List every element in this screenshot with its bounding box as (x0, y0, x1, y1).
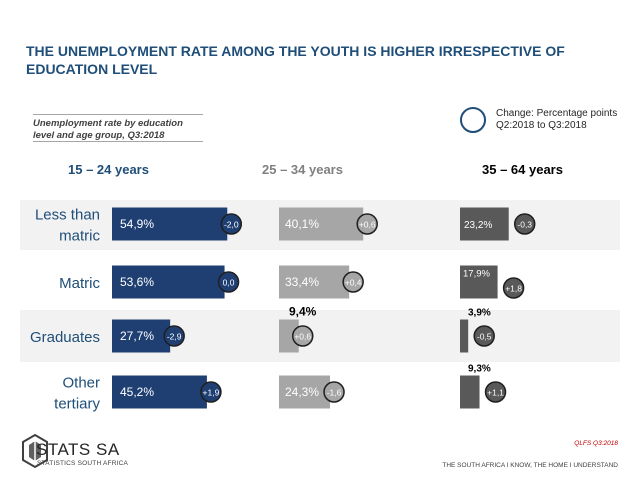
logo-name: STATS SA (36, 440, 120, 459)
change-circle (473, 325, 495, 347)
value-label: 17,9% (463, 269, 490, 280)
bar (279, 265, 350, 299)
value-label: 33,4% (285, 275, 319, 289)
bar (460, 265, 498, 299)
change-label: +1,1 (487, 388, 504, 398)
change-label: +0,4 (345, 278, 362, 288)
group-header-35-64: 35 – 64 years (482, 162, 563, 177)
bar (112, 375, 207, 409)
group-header-15-24: 15 – 24 years (68, 162, 149, 177)
value-label: 40,1% (285, 217, 319, 231)
change-circle (356, 213, 378, 235)
bar (460, 375, 480, 409)
change-circle (291, 325, 314, 347)
value-label: 23,2% (464, 220, 492, 231)
change-circle (484, 381, 507, 403)
category-label: Matric (59, 275, 100, 292)
change-label: 0,0 (223, 278, 235, 288)
value-label: 27,7% (120, 329, 154, 343)
change-label: -0,3 (517, 220, 532, 230)
change-circle (200, 381, 222, 403)
bar (279, 319, 299, 353)
change-label: +1,9 (203, 388, 220, 398)
chart-title: THE UNEMPLOYMENT RATE AMONG THE YOUTH IS… (26, 43, 565, 77)
change-circle (163, 325, 185, 347)
change-label: +0,6 (294, 332, 311, 342)
category-label: matric (59, 228, 100, 245)
bar (112, 265, 225, 299)
tagline: THE SOUTH AFRICA I KNOW, THE HOME I UNDE… (442, 462, 618, 469)
bar (279, 375, 331, 409)
change-circle (502, 277, 525, 299)
category-label: tertiary (54, 396, 100, 413)
value-label: 53,6% (120, 275, 154, 289)
category-label: Other (62, 375, 100, 392)
value-label: 45,2% (120, 385, 154, 399)
stats-sa-emblem-icon (22, 433, 48, 469)
change-circle (220, 213, 243, 235)
value-label: 9,4% (289, 305, 317, 319)
legend-label: Change: Percentage points Q2:2018 to Q3:… (496, 108, 618, 131)
subtitle-divider (33, 141, 203, 142)
value-label: 54,9% (120, 217, 154, 231)
bar (460, 319, 469, 353)
change-label: -2,9 (167, 332, 182, 342)
bar (112, 207, 228, 241)
source-note: QLFS Q3:2018 (574, 440, 618, 447)
change-label: -2,0 (224, 220, 239, 230)
value-label: 24,3% (285, 385, 319, 399)
change-circle (323, 381, 345, 403)
change-label: +1,8 (505, 284, 522, 294)
logo-subtitle: STATISTICS SOUTH AFRICA (37, 460, 129, 467)
bar (279, 207, 364, 241)
group-header-25-34: 25 – 34 years (262, 162, 343, 177)
change-label: +0,6 (359, 220, 376, 230)
change-circle (342, 271, 364, 293)
row-band (20, 310, 620, 362)
chart-subtitle: Unemployment rate by education level and… (33, 114, 203, 142)
bar (112, 319, 171, 353)
change-label: -0,5 (477, 332, 492, 342)
change-circle (513, 213, 536, 235)
bar (460, 207, 509, 241)
value-label: 3,9% (468, 308, 491, 319)
change-label: -1,6 (327, 388, 342, 398)
change-circle (217, 271, 240, 293)
category-label: Less than (35, 207, 100, 224)
legend-circle-icon (460, 107, 486, 133)
category-label: Graduates (30, 329, 100, 346)
value-label: 9,3% (468, 364, 491, 375)
